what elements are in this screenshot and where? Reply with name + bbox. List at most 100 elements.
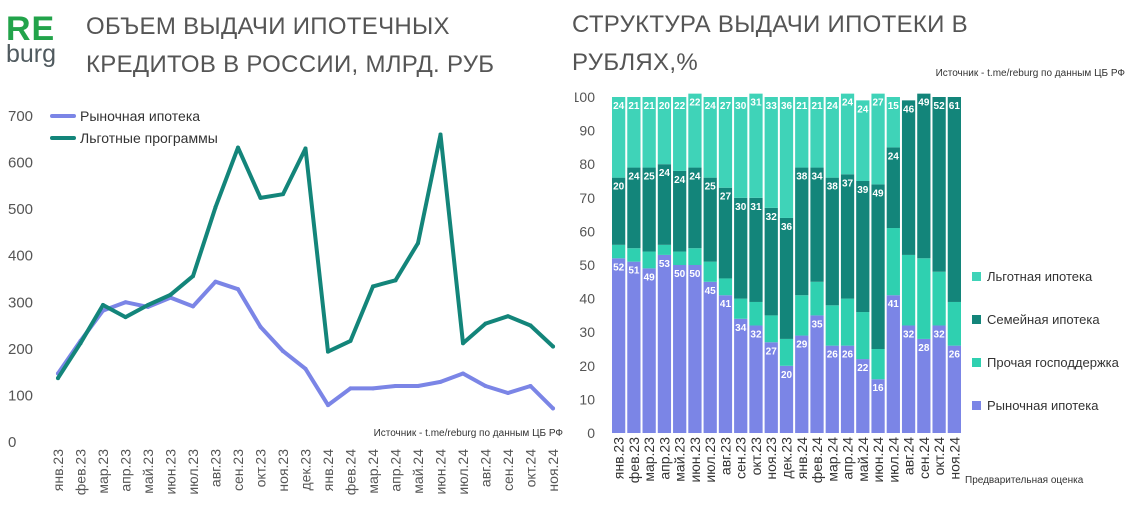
x-tick-label: авг.23 bbox=[717, 437, 733, 475]
bar-data-label: 51 bbox=[628, 266, 640, 277]
data-point bbox=[551, 406, 555, 411]
data-point bbox=[236, 145, 240, 150]
legend-swatch bbox=[972, 358, 981, 367]
left-chart-title: ОБЪЕМ ВЫДАЧИ ИПОТЕЧНЫХ КРЕДИТОВ В РОССИИ… bbox=[86, 13, 495, 78]
data-point bbox=[506, 314, 510, 319]
x-tick-label: май.24 bbox=[410, 449, 426, 494]
x-tick-label: окт.24 bbox=[523, 449, 539, 488]
bar-segment bbox=[673, 97, 687, 171]
bar-segment bbox=[749, 325, 763, 433]
y-tick-label: 70 bbox=[579, 190, 595, 206]
x-tick-label: июн.23 bbox=[163, 449, 179, 495]
bar-segment bbox=[795, 97, 809, 168]
data-point bbox=[191, 274, 195, 279]
bar-segment bbox=[764, 315, 778, 343]
reburg-logo: RE burg bbox=[6, 12, 56, 67]
legend-label: Прочая господдержка bbox=[987, 355, 1120, 370]
bar-segment bbox=[764, 342, 778, 433]
bar-data-label: 29 bbox=[796, 340, 808, 351]
bar-data-label: 27 bbox=[720, 101, 732, 112]
bar-segment bbox=[749, 301, 763, 326]
data-point bbox=[123, 300, 128, 305]
bar-data-label: 20 bbox=[659, 101, 671, 112]
bar-data-label: 24 bbox=[689, 172, 701, 183]
bar-data-label: 34 bbox=[735, 323, 747, 334]
x-tick-label: ноя.23 bbox=[275, 449, 291, 492]
x-tick-label: апр.23 bbox=[656, 437, 672, 480]
x-tick-label: июл.24 bbox=[885, 437, 901, 483]
preliminary-note: Предварительная оценка bbox=[965, 475, 1084, 486]
x-tick-label: янв.24 bbox=[794, 437, 810, 479]
bar-segment bbox=[932, 325, 946, 433]
bar-segment bbox=[627, 248, 641, 262]
bar-segment bbox=[612, 258, 626, 433]
x-tick-label: авг.24 bbox=[901, 437, 917, 475]
bar-segment bbox=[810, 281, 824, 316]
y-tick-label: 90 bbox=[579, 123, 595, 139]
bar-data-label: 16 bbox=[873, 383, 885, 394]
bar-data-label: 50 bbox=[689, 269, 701, 280]
data-point bbox=[416, 241, 420, 246]
bar-segment bbox=[688, 93, 702, 168]
x-tick-label: май.23 bbox=[140, 449, 156, 494]
bar-segment bbox=[871, 379, 885, 433]
bar-data-label: 49 bbox=[918, 98, 930, 109]
bar-segment bbox=[795, 167, 809, 296]
right-chart-title: СТРУКТУРА ВЫДАЧИ ИПОТЕКИ В РУБЛЯХ,% bbox=[572, 11, 968, 76]
bar-data-label: 27 bbox=[720, 192, 732, 203]
series-line-1 bbox=[56, 132, 555, 381]
source-note: Источник - t.me/reburg по данным ЦБ РФ bbox=[374, 428, 564, 439]
bar-data-label: 33 bbox=[766, 101, 778, 112]
bar-segment bbox=[779, 365, 794, 433]
x-tick-label: мар.24 bbox=[365, 449, 381, 494]
bar-segment bbox=[917, 258, 931, 339]
source-note: Источник - t.me/reburg по данным ЦБ РФ bbox=[936, 68, 1126, 79]
bar-segment bbox=[749, 197, 763, 302]
y-tick-label: 600 bbox=[8, 155, 33, 172]
logo-re: RE bbox=[6, 10, 56, 48]
bar-data-label: 41 bbox=[888, 299, 900, 310]
bar-data-label: 24 bbox=[857, 104, 869, 115]
bar-data-label: 15 bbox=[888, 101, 900, 112]
bar-segment bbox=[825, 305, 839, 346]
bar-segment bbox=[718, 97, 733, 188]
x-tick-label: фев.23 bbox=[73, 449, 89, 495]
bar-data-label: 27 bbox=[766, 346, 778, 357]
y-tick-label: 100 bbox=[8, 387, 33, 404]
bar-segment bbox=[886, 295, 900, 433]
bar-data-label: 28 bbox=[918, 343, 930, 354]
x-tick-label: ноя.23 bbox=[763, 437, 779, 480]
bar-segment bbox=[718, 187, 733, 279]
y-tick-label: 60 bbox=[579, 223, 595, 239]
x-tick-label: сен.23 bbox=[733, 437, 749, 479]
bar-segment bbox=[688, 167, 702, 249]
bar-data-label: 21 bbox=[644, 101, 656, 112]
legend-swatch bbox=[972, 272, 981, 281]
x-tick-label: май.24 bbox=[855, 437, 871, 482]
bar-data-label: 24 bbox=[705, 101, 717, 112]
x-tick-label: мар.23 bbox=[95, 449, 111, 494]
bar-segment bbox=[657, 97, 672, 165]
y-tick-label: 0 bbox=[587, 425, 595, 441]
bar-data-label: 46 bbox=[903, 104, 915, 115]
data-point bbox=[258, 324, 263, 329]
bar-segment bbox=[856, 312, 870, 360]
x-tick-label: окт.23 bbox=[253, 449, 269, 488]
bar-data-label: 61 bbox=[949, 101, 961, 112]
bar-segment bbox=[840, 298, 855, 346]
bar-segment bbox=[840, 93, 855, 175]
x-tick-label: июл.23 bbox=[185, 449, 201, 495]
bar-segment bbox=[703, 261, 717, 282]
legend-swatch bbox=[972, 315, 981, 324]
bar-segment bbox=[734, 318, 748, 433]
x-tick-label: сен.23 bbox=[230, 449, 246, 491]
bar-segment bbox=[901, 100, 916, 255]
x-tick-label: апр.23 bbox=[118, 449, 134, 492]
data-point bbox=[461, 371, 465, 376]
bar-segment bbox=[673, 265, 687, 433]
y-tick-label: 50 bbox=[579, 257, 595, 273]
data-point bbox=[393, 384, 398, 389]
y-tick-label: 200 bbox=[8, 341, 33, 358]
x-tick-label: май.23 bbox=[672, 437, 688, 482]
bar-segment bbox=[856, 100, 870, 181]
